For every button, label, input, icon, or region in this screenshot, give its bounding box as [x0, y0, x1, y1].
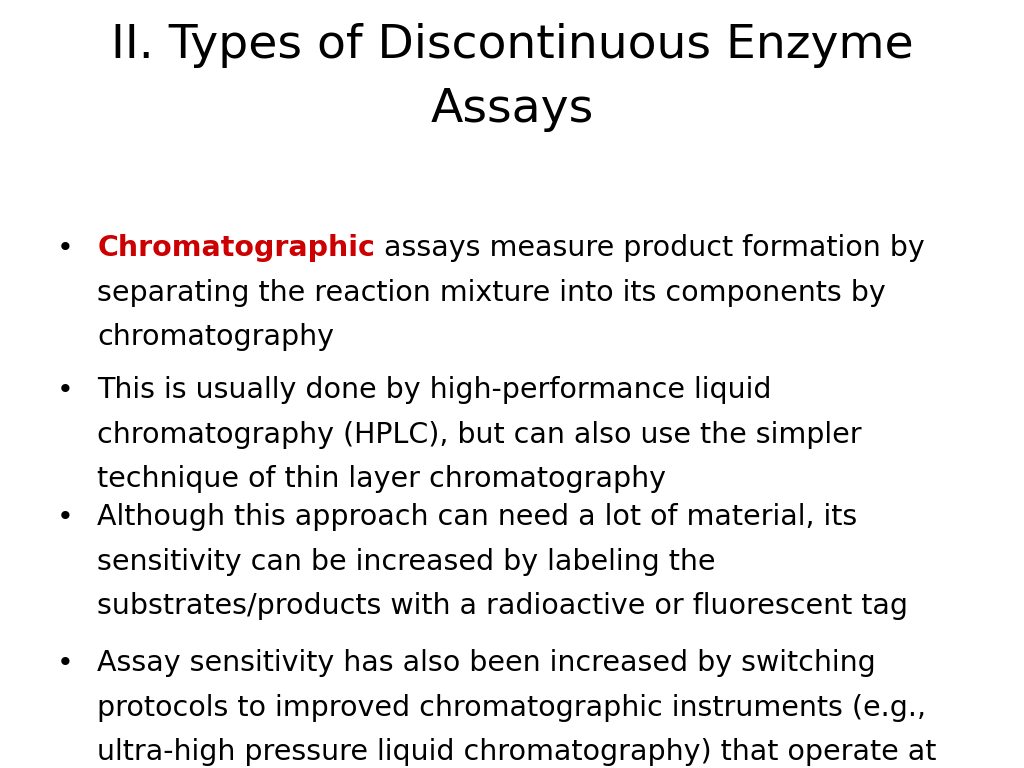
Text: assays measure product formation by: assays measure product formation by — [375, 234, 925, 262]
Text: separating the reaction mixture into its components by: separating the reaction mixture into its… — [97, 279, 886, 306]
Text: •: • — [56, 376, 73, 404]
Text: substrates/products with a radioactive or fluorescent tag: substrates/products with a radioactive o… — [97, 592, 908, 620]
Text: protocols to improved chromatographic instruments (e.g.,: protocols to improved chromatographic in… — [97, 694, 927, 721]
Text: This is usually done by high-performance liquid: This is usually done by high-performance… — [97, 376, 772, 404]
Text: ultra-high pressure liquid chromatography) that operate at: ultra-high pressure liquid chromatograph… — [97, 738, 937, 766]
Text: •: • — [56, 234, 73, 262]
Text: Although this approach can need a lot of material, its: Although this approach can need a lot of… — [97, 503, 857, 531]
Text: Chromatographic: Chromatographic — [97, 234, 375, 262]
Text: technique of thin layer chromatography: technique of thin layer chromatography — [97, 465, 667, 493]
Text: chromatography: chromatography — [97, 323, 334, 351]
Text: chromatography (HPLC), but can also use the simpler: chromatography (HPLC), but can also use … — [97, 421, 862, 449]
Text: sensitivity can be increased by labeling the: sensitivity can be increased by labeling… — [97, 548, 716, 575]
Text: •: • — [56, 503, 73, 531]
Text: •: • — [56, 649, 73, 677]
Text: Assay sensitivity has also been increased by switching: Assay sensitivity has also been increase… — [97, 649, 876, 677]
Text: II. Types of Discontinuous Enzyme
Assays: II. Types of Discontinuous Enzyme Assays — [111, 23, 913, 132]
